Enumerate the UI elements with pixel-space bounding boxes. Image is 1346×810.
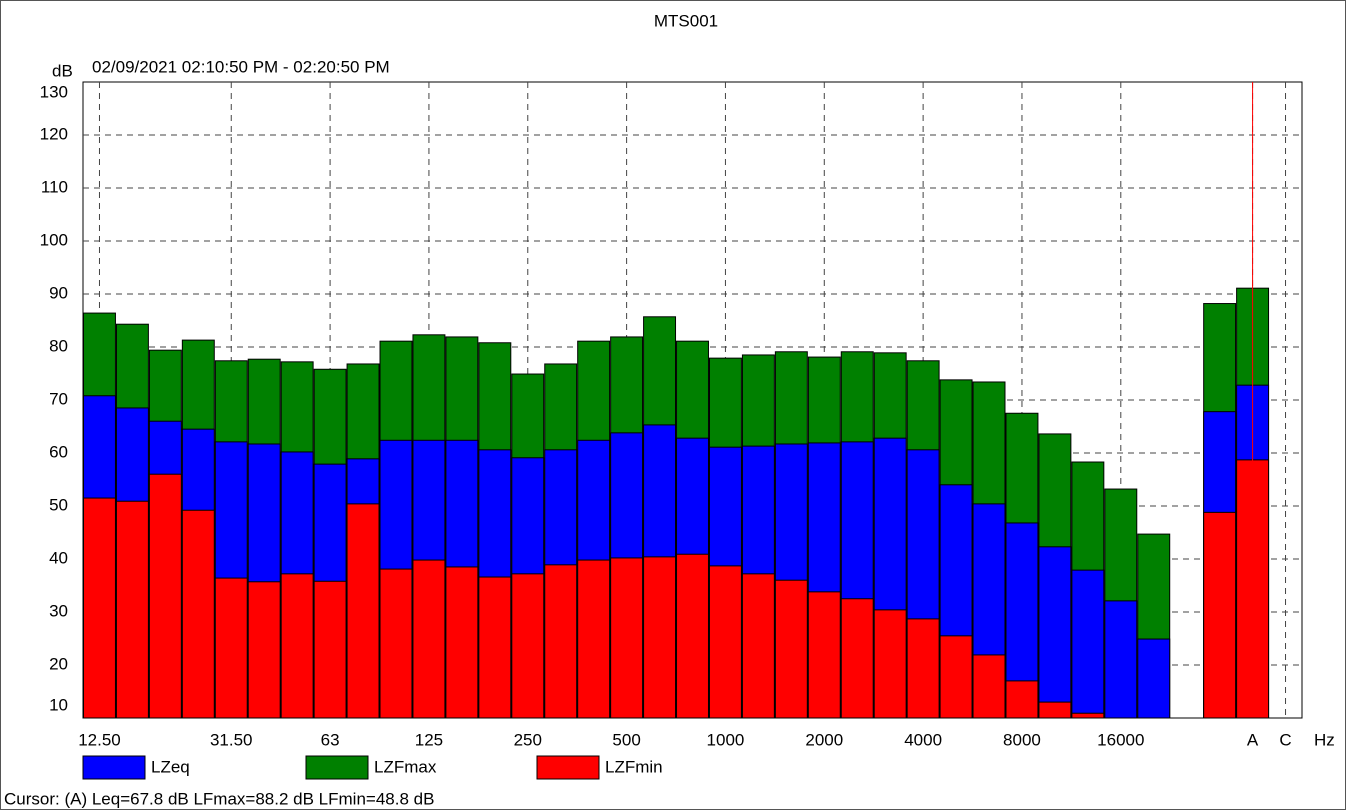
y-tick-label: 60 [49,442,68,461]
y-tick-label: 110 [41,177,68,196]
y-tick-label: 30 [49,601,68,620]
bar [577,559,611,719]
bar [1071,712,1105,719]
bar [544,564,578,719]
legend-label: LZeq [151,757,190,776]
bar [313,580,347,719]
bar [972,654,1006,719]
x-axis-label: Hz [1314,730,1335,749]
bar [247,581,281,719]
x-tick-label: 12.50 [78,730,121,749]
bar [774,579,808,719]
bar [280,573,314,719]
bar [478,576,512,719]
legend-label: LZFmin [605,757,663,776]
x-tick-label: 31.50 [210,730,253,749]
cursor-readout: Cursor: (A) Leq=67.8 dB LFmax=88.2 dB LF… [4,789,434,808]
y-tick-label: 90 [49,283,68,302]
legend-label: LZFmax [374,757,437,776]
bar [840,598,874,719]
bar [676,553,709,719]
legend-swatch [536,755,600,780]
bar [1038,701,1072,719]
y-tick-label: 130 [40,82,68,101]
bar [708,565,742,719]
bar [1203,511,1237,719]
bar [83,497,116,719]
bar [807,591,841,719]
bar [511,573,545,719]
y-tick-label: 120 [40,124,68,143]
bar [1071,569,1105,719]
y-tick-label: 70 [49,389,68,408]
y-axis-label: dB [52,61,73,80]
x-tick-label: 4000 [904,730,942,749]
x-tick-label: 500 [612,730,640,749]
y-tick-label: 100 [40,230,68,249]
chart-subtitle: 02/09/2021 02:10:50 PM - 02:20:50 PM [92,57,390,76]
y-tick-label: 20 [49,654,68,673]
bar [1104,600,1138,719]
bar [346,503,380,719]
x-tick-label: 8000 [1003,730,1041,749]
chart-title: MTS001 [654,11,718,30]
bar [148,473,182,719]
x-tick-label: 2000 [805,730,843,749]
bar [412,559,446,719]
legend-swatch [305,755,369,780]
bar [939,635,973,719]
x-tick-label: 63 [321,730,340,749]
bar [1005,680,1039,719]
bar [741,573,775,719]
y-tick-label: 10 [49,695,68,714]
y-tick-label: 40 [49,548,68,567]
bar [873,609,907,719]
bar [445,566,479,719]
plot-area: 10 20 30 40 50 60 70 80 90 100 110 120 130 12.50 31.50… [40,81,1303,749]
bar [214,577,248,719]
x-tick-label: 250 [514,730,542,749]
bar [115,500,149,719]
bar [181,509,215,719]
x-tick-label: 16000 [1097,730,1144,749]
x-tick-label: 125 [415,730,443,749]
bar [906,618,940,719]
bar [379,568,413,719]
bar [610,557,644,719]
y-tick-label: 80 [49,336,68,355]
bar [1137,638,1171,719]
x-tick-label: 1000 [707,730,745,749]
bar [643,556,677,719]
bar [1038,546,1072,719]
legend-swatch [82,755,146,780]
x-tick-label: C [1279,730,1291,749]
x-tick-label: A [1247,730,1259,749]
y-tick-label: 50 [49,495,68,514]
